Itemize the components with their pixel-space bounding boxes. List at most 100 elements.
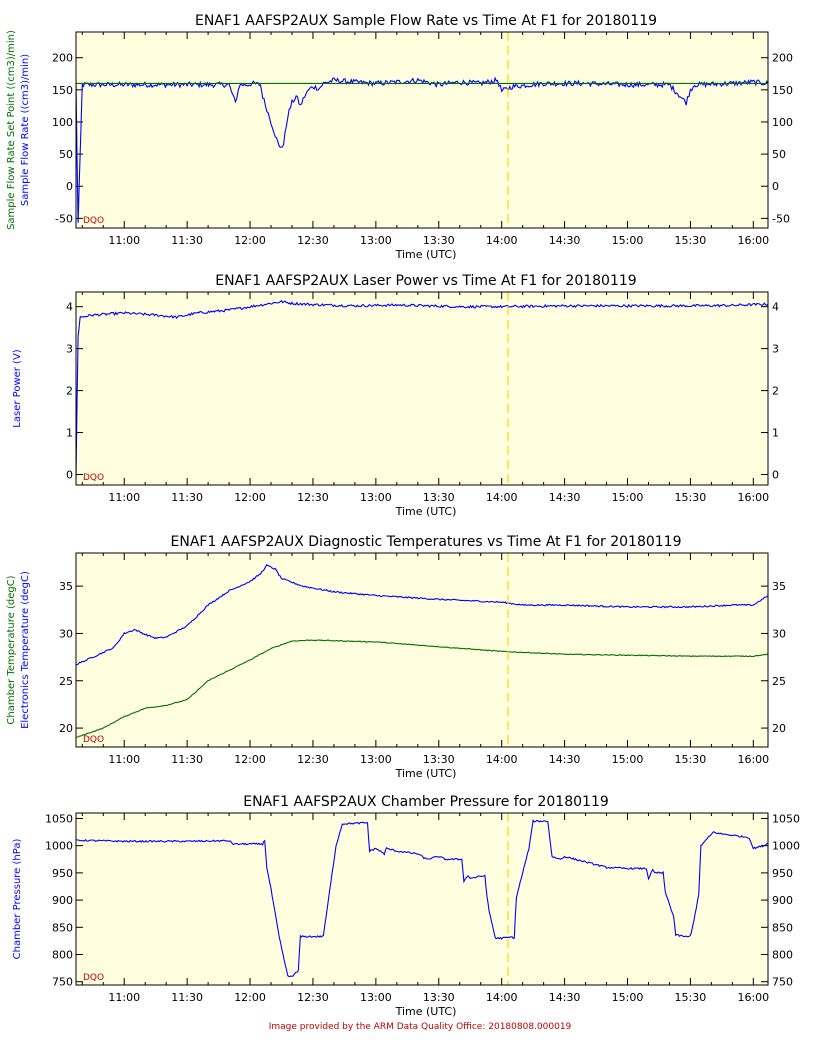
y-tick-label-left: 150 (52, 84, 73, 97)
dqo-tag: DQO (83, 735, 104, 745)
x-tick-label: 16:00 (737, 753, 769, 766)
y-tick-label-right: 750 (772, 976, 793, 989)
x-tick-label: 13:00 (360, 753, 392, 766)
series-line-electronics-temperature (76, 563, 768, 666)
x-tick-label: 14:30 (549, 491, 581, 504)
x-tick-label: 13:30 (423, 491, 455, 504)
y-tick-label-right: 850 (772, 921, 793, 934)
x-tick-label: 13:30 (423, 753, 455, 766)
x-axis-label: Time (UTC) (395, 248, 457, 261)
y-tick-label-right: 100 (772, 116, 793, 129)
y-tick-label-left: 200 (52, 52, 73, 65)
x-tick-label: 15:30 (675, 491, 707, 504)
plot-frame (75, 812, 769, 986)
y-tick-label-left: 1 (66, 427, 73, 440)
x-axis-label: Time (UTC) (395, 1005, 457, 1018)
x-tick-label: 11:30 (171, 991, 203, 1004)
x-tick-label: 13:00 (360, 234, 392, 247)
dqo-tag: DQO (83, 473, 104, 483)
x-tick-label: 15:30 (675, 991, 707, 1004)
x-tick-label: 15:00 (612, 991, 644, 1004)
y-tick-label-left: 30 (59, 627, 73, 640)
y-tick-label-left: 950 (52, 867, 73, 880)
y-axis-label-secondary: Chamber Temperature (degC) (6, 575, 17, 724)
x-tick-label: 14:30 (549, 753, 581, 766)
y-tick-label-left: 1050 (45, 812, 73, 825)
x-axis-label: Time (UTC) (395, 505, 457, 518)
y-tick-label-right: 3 (772, 343, 779, 356)
x-tick-label: 14:00 (486, 234, 518, 247)
y-tick-label-left: 850 (52, 921, 73, 934)
x-tick-label: 11:00 (108, 991, 140, 1004)
dqo-tag: DQO (83, 973, 104, 983)
x-tick-label: 15:00 (612, 491, 644, 504)
y-tick-label-right: 2 (772, 385, 779, 398)
y-tick-label-right: 30 (772, 627, 786, 640)
y-tick-label-right: 0 (772, 180, 779, 193)
y-tick-label-right: 200 (772, 52, 793, 65)
x-tick-label: 16:00 (737, 234, 769, 247)
y-tick-label-left: 20 (59, 722, 73, 735)
x-tick-label: 13:30 (423, 234, 455, 247)
x-tick-label: 13:00 (360, 491, 392, 504)
x-tick-label: 12:30 (297, 753, 329, 766)
y-tick-label-right: 25 (772, 675, 786, 688)
x-tick-label: 12:00 (234, 234, 266, 247)
x-axis-label: Time (UTC) (395, 767, 457, 780)
y-tick-label-left: 800 (52, 949, 73, 962)
x-tick-label: 11:30 (171, 753, 203, 766)
x-tick-label: 11:30 (171, 234, 203, 247)
y-tick-label-left: 100 (52, 116, 73, 129)
chart-panel-1: ENAF1 AAFSP2AUX Sample Flow Rate vs Time… (6, 13, 793, 261)
y-tick-label-right: 50 (772, 148, 786, 161)
plot-frame (75, 31, 769, 229)
chart-title: ENAF1 AAFSP2AUX Diagnostic Temperatures … (171, 534, 682, 550)
x-tick-label: 13:00 (360, 991, 392, 1004)
x-tick-label: 16:00 (737, 991, 769, 1004)
series-line-chamber-temperature (76, 639, 768, 738)
x-tick-label: 14:00 (486, 753, 518, 766)
x-tick-label: 14:30 (549, 234, 581, 247)
y-tick-label-right: 1050 (772, 812, 800, 825)
dqo-tag: DQO (83, 216, 104, 226)
y-tick-label-left: 25 (59, 675, 73, 688)
y-axis-label-primary: Electronics Temperature (degC) (20, 571, 31, 729)
plot-frame (75, 552, 769, 748)
plot-area (76, 553, 768, 747)
x-tick-label: 14:30 (549, 991, 581, 1004)
y-tick-label-right: 1 (772, 427, 779, 440)
y-tick-label-left: -50 (55, 212, 73, 225)
x-tick-label: 15:00 (612, 753, 644, 766)
chart-title: ENAF1 AAFSP2AUX Laser Power vs Time At F… (215, 273, 636, 289)
x-tick-label: 12:30 (297, 234, 329, 247)
y-tick-label-right: 900 (772, 894, 793, 907)
chart-title: ENAF1 AAFSP2AUX Sample Flow Rate vs Time… (195, 13, 657, 29)
y-tick-label-left: 1000 (45, 840, 73, 853)
x-tick-label: 12:00 (234, 991, 266, 1004)
y-tick-label-left: 900 (52, 894, 73, 907)
y-tick-label-left: 750 (52, 976, 73, 989)
x-tick-label: 15:30 (675, 753, 707, 766)
plot-area (76, 32, 768, 228)
x-tick-label: 12:00 (234, 753, 266, 766)
y-tick-label-left: 35 (59, 580, 73, 593)
y-tick-label-right: 20 (772, 722, 786, 735)
x-tick-label: 16:00 (737, 491, 769, 504)
chart-panel-4: ENAF1 AAFSP2AUX Chamber Pressure for 201… (12, 794, 800, 1018)
y-tick-label-right: -50 (772, 212, 790, 225)
y-tick-label-right: 800 (772, 949, 793, 962)
x-tick-label: 12:30 (297, 491, 329, 504)
x-tick-label: 11:00 (108, 491, 140, 504)
y-tick-label-left: 3 (66, 343, 73, 356)
series-line-sample-flow-rate (76, 76, 768, 223)
x-tick-label: 11:30 (171, 491, 203, 504)
y-tick-label-right: 150 (772, 84, 793, 97)
x-tick-label: 11:00 (108, 234, 140, 247)
x-tick-label: 12:30 (297, 991, 329, 1004)
x-tick-label: 14:00 (486, 991, 518, 1004)
footer-credit: Image provided by the ARM Data Quality O… (268, 1022, 572, 1032)
x-tick-label: 12:00 (234, 491, 266, 504)
y-axis-label-primary: Laser Power (V) (12, 349, 23, 428)
plot-area (76, 292, 768, 485)
